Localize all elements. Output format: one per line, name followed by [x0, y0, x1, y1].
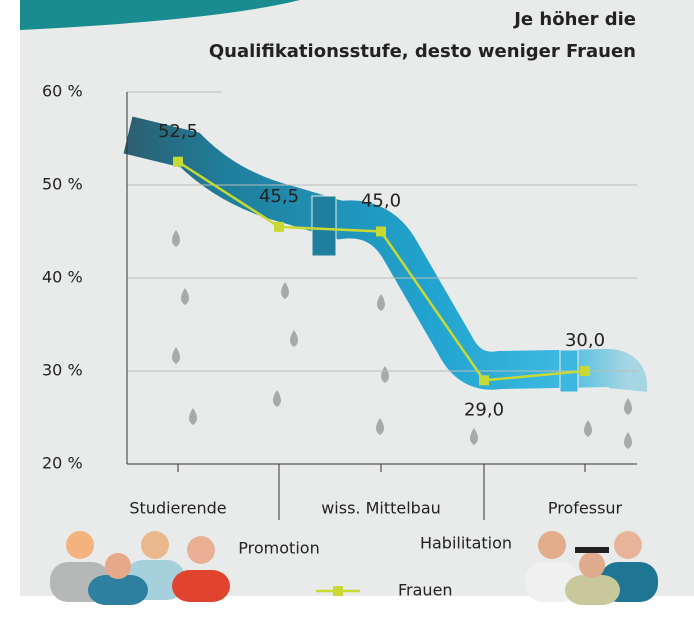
legend-marker: [333, 586, 343, 596]
point: [479, 375, 489, 386]
pipe: [50, 116, 658, 605]
value-label: 29,0: [464, 399, 504, 420]
legend-label: Frauen: [398, 581, 453, 600]
y-tick-label: 60 %: [42, 82, 83, 101]
value-label: 52,5: [158, 121, 198, 142]
y-tick-label: 30 %: [42, 361, 83, 380]
point: [173, 156, 183, 167]
value-label: 45,5: [259, 186, 299, 207]
banner: [20, 0, 300, 30]
drops: [172, 230, 632, 449]
x-tick-label: Habilitation: [420, 534, 512, 553]
x-tick-label: Professur: [548, 499, 623, 518]
point: [274, 221, 284, 232]
x-tick-label: wiss. Mittelbau: [321, 499, 441, 518]
y-tick-label: 20 %: [42, 454, 83, 473]
pipe-joint: [311, 195, 337, 257]
people-right: [525, 531, 658, 605]
point: [580, 366, 590, 376]
point: [376, 226, 386, 237]
x-tick-label: Promotion: [238, 539, 319, 558]
pipe-body: [123, 116, 648, 392]
y-tick-label: 40 %: [42, 268, 83, 287]
x-tick-label: Studierende: [129, 499, 226, 518]
y-tick-label: 50 %: [42, 175, 83, 194]
chart-title: Qualifikationsstufe, desto weniger Fraue…: [209, 41, 636, 62]
people-left: [50, 531, 230, 605]
value-label: 30,0: [565, 330, 605, 351]
background: [20, 0, 694, 596]
value-label: 45,0: [361, 191, 401, 212]
chart-title: Je höher die: [512, 9, 636, 30]
